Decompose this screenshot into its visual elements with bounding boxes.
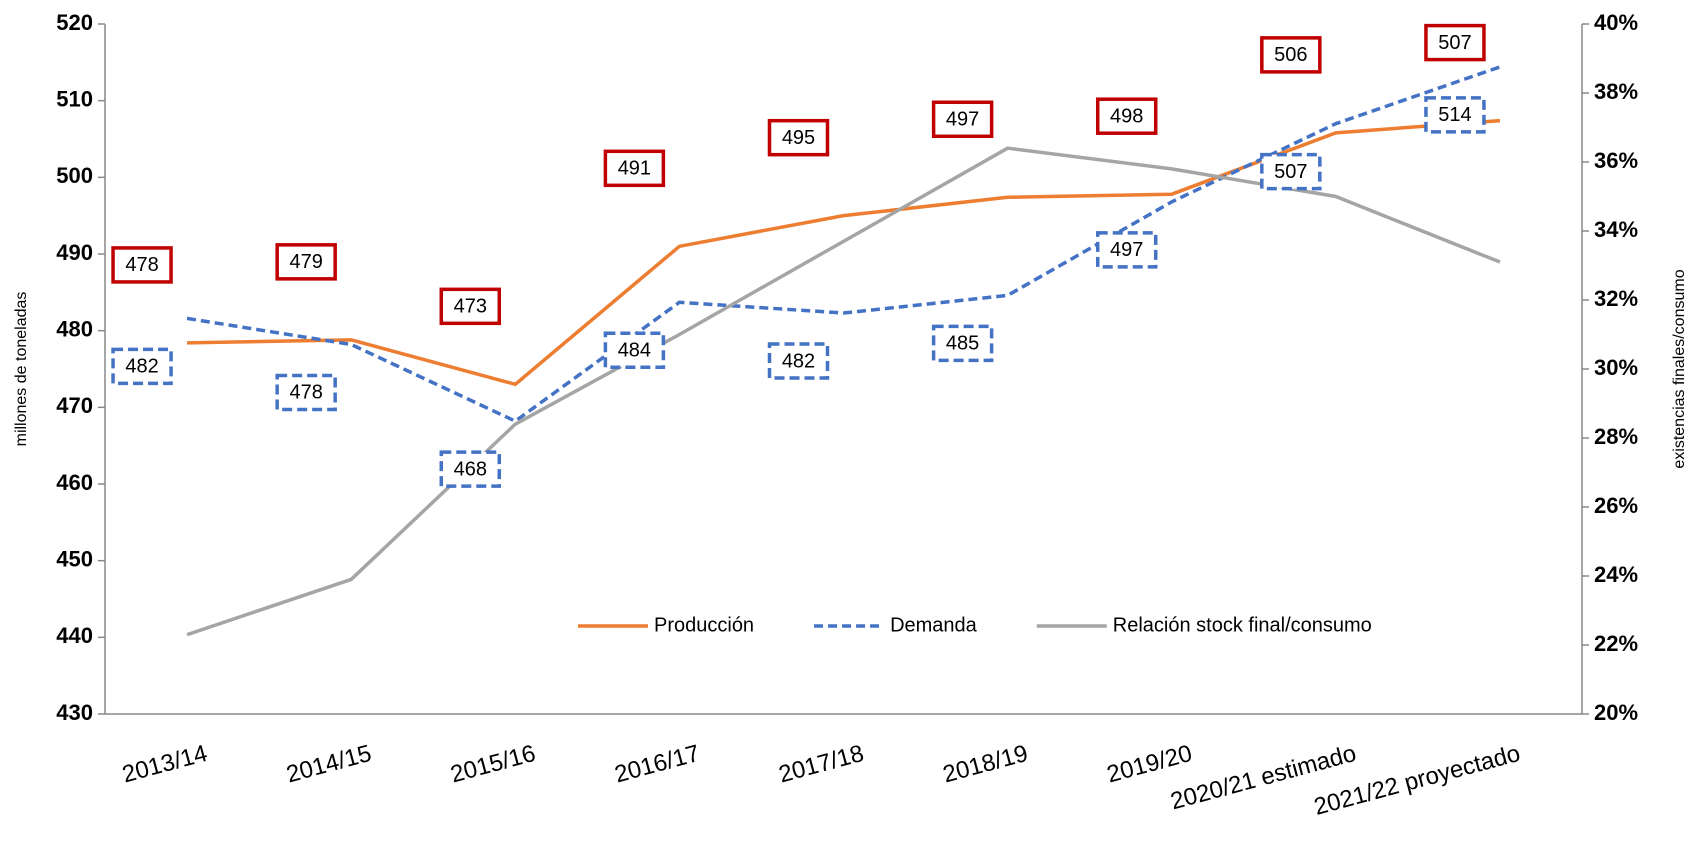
data-label-box [439,287,502,326]
y2-tick-label: 28% [1594,424,1638,449]
data-label: 507 [1438,32,1471,54]
x-tick-label: 2018/19 [940,740,1031,789]
y-tick-label: 490 [56,240,93,265]
y-tick-label: 510 [56,86,93,111]
y-axis-label: millones de toneladas [13,292,30,447]
data-label: 478 [125,254,158,276]
y-tick-label: 450 [56,546,93,571]
data-label: 498 [1110,105,1143,127]
legend-label: Producción [654,614,754,636]
data-label: 514 [1438,104,1471,126]
data-label-box [1424,96,1486,134]
y-tick-label: 500 [56,163,93,188]
data-label-box [1095,97,1158,135]
data-label-box [931,100,994,139]
y2-tick-label: 32% [1594,286,1638,311]
data-label: 495 [782,127,815,149]
x-tick-label: 2015/16 [448,740,539,789]
x-tick-label: 2013/14 [119,740,210,789]
data-label-box [603,331,666,370]
legend-label: Demanda [890,614,978,636]
y2-tick-label: 24% [1594,562,1638,587]
y-tick-label: 440 [56,623,93,648]
data-label-box [111,246,173,284]
data-label-box [275,243,337,281]
data-label: 484 [618,340,651,362]
data-label-box [1260,36,1322,74]
data-label: 497 [946,109,979,131]
data-label-box [767,118,830,157]
data-label-box [1260,152,1322,191]
data-label-box [603,149,666,188]
y2-tick-label: 26% [1594,493,1638,518]
data-label: 468 [454,458,487,480]
data-label: 507 [1274,161,1307,183]
data-label: 479 [289,251,322,273]
data-label-box [1424,23,1486,62]
x-tick-label: 2016/17 [612,740,703,789]
data-label: 482 [125,356,158,378]
x-tick-label: 2019/20 [1104,740,1195,789]
y-tick-label: 430 [56,700,93,725]
data-label: 478 [289,382,322,404]
data-label-box [1095,231,1158,269]
y2-tick-label: 38% [1594,79,1638,104]
series-line [186,146,1501,637]
data-label: 491 [618,158,651,180]
y2-tick-label: 34% [1594,217,1638,242]
y2-tick-label: 40% [1594,10,1638,35]
x-tick-label: 2017/18 [776,740,867,789]
y-tick-label: 460 [56,470,93,495]
data-label: 506 [1274,44,1307,66]
y2-tick-label: 22% [1594,631,1638,656]
y-tick-label: 470 [56,393,93,418]
data-label: 482 [782,350,815,372]
x-tick-label: 2014/15 [284,740,375,789]
data-label-box [439,450,502,488]
y-tick-label: 520 [56,10,93,35]
data-label: 485 [946,333,979,355]
data-label-box [111,347,173,386]
data-label: 473 [454,296,487,318]
y2-tick-label: 20% [1594,700,1638,725]
y-tick-label: 480 [56,316,93,341]
series-line [186,65,1501,424]
data-label-box [931,324,994,363]
data-label: 497 [1110,239,1143,261]
y2-axis-label: existencias finales/consumo [1671,269,1688,468]
data-label-box [767,342,830,380]
y2-tick-label: 36% [1594,148,1638,173]
y2-tick-label: 30% [1594,355,1638,380]
data-label-box [275,373,337,412]
legend-label: Relación stock final/consumo [1113,614,1372,636]
